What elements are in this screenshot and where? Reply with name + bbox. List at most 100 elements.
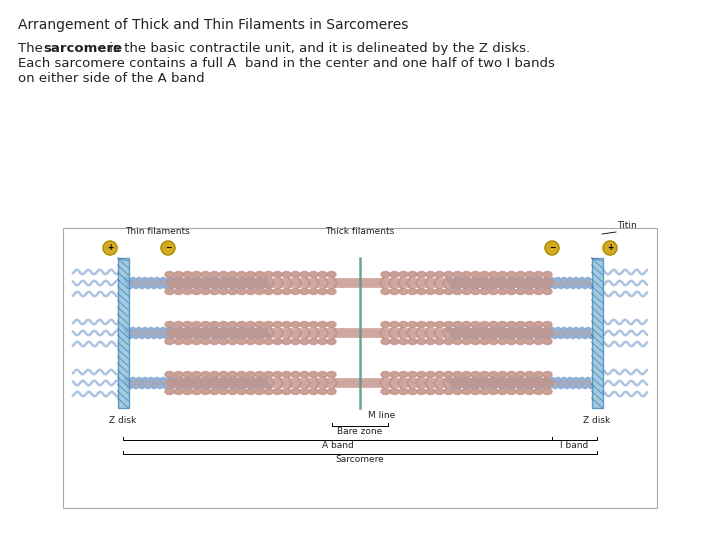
Ellipse shape [210,388,219,395]
Ellipse shape [237,388,246,395]
Ellipse shape [453,321,462,327]
Ellipse shape [435,321,444,327]
Ellipse shape [471,321,480,327]
Circle shape [456,283,462,288]
Circle shape [513,377,519,383]
Ellipse shape [237,372,246,377]
Circle shape [534,333,540,339]
Text: Arrangement of Thick and Thin Filaments in Sarcomeres: Arrangement of Thick and Thin Filaments … [18,18,408,32]
Ellipse shape [318,372,327,377]
Circle shape [573,377,579,383]
Circle shape [471,327,477,333]
Circle shape [447,278,453,283]
Circle shape [217,283,222,288]
Circle shape [139,283,145,288]
Circle shape [157,333,163,339]
Ellipse shape [282,388,291,395]
Ellipse shape [192,288,201,294]
Circle shape [151,383,157,389]
Circle shape [232,327,238,333]
Circle shape [474,283,480,288]
Circle shape [528,333,534,339]
Circle shape [447,327,453,333]
Ellipse shape [165,321,174,327]
Circle shape [519,327,525,333]
Ellipse shape [471,388,480,395]
Text: Thick filaments: Thick filaments [325,227,395,236]
Ellipse shape [165,272,174,278]
Circle shape [465,278,471,283]
Text: Titin: Titin [617,221,636,230]
Circle shape [459,377,465,383]
Circle shape [531,377,537,383]
Circle shape [238,327,244,333]
Circle shape [220,377,226,383]
Circle shape [474,383,480,389]
Circle shape [220,327,226,333]
Circle shape [573,278,579,283]
Circle shape [537,377,543,383]
Ellipse shape [435,372,444,377]
Ellipse shape [516,372,525,377]
Ellipse shape [498,339,507,345]
Circle shape [582,383,588,389]
Circle shape [181,383,186,389]
Text: Sarcomere: Sarcomere [336,455,384,464]
Text: −: − [549,244,555,253]
Circle shape [220,278,226,283]
Ellipse shape [408,388,417,395]
Circle shape [199,283,204,288]
Circle shape [235,383,240,389]
Circle shape [166,377,172,383]
Ellipse shape [291,272,300,278]
Circle shape [507,278,513,283]
Ellipse shape [327,388,336,395]
Ellipse shape [291,339,300,345]
Circle shape [223,333,229,339]
Ellipse shape [489,372,498,377]
Circle shape [133,383,139,389]
Circle shape [193,383,199,389]
Text: Each sarcomere contains a full A  band in the center and one half of two I bands: Each sarcomere contains a full A band in… [18,57,555,70]
Ellipse shape [318,321,327,327]
Ellipse shape [174,372,183,377]
Ellipse shape [543,372,552,377]
Circle shape [495,327,501,333]
Ellipse shape [417,272,426,278]
Circle shape [169,333,175,339]
Ellipse shape [390,321,399,327]
Text: −: − [165,244,171,253]
Ellipse shape [390,339,399,345]
Ellipse shape [219,388,228,395]
Circle shape [513,278,519,283]
Circle shape [501,377,507,383]
Circle shape [543,278,549,283]
Circle shape [244,327,250,333]
Circle shape [489,327,495,333]
Circle shape [546,383,552,389]
Circle shape [447,377,453,383]
Ellipse shape [309,372,318,377]
Circle shape [142,327,148,333]
Ellipse shape [543,339,552,345]
Ellipse shape [462,288,471,294]
Ellipse shape [480,388,489,395]
Ellipse shape [381,372,390,377]
Circle shape [259,283,265,288]
Ellipse shape [381,339,390,345]
Ellipse shape [237,272,246,278]
Circle shape [495,278,501,283]
Ellipse shape [327,321,336,327]
Ellipse shape [300,288,309,294]
Circle shape [125,278,130,283]
Ellipse shape [228,372,237,377]
Ellipse shape [480,272,489,278]
Ellipse shape [318,339,327,345]
Circle shape [561,327,567,333]
Circle shape [567,327,573,333]
Ellipse shape [462,372,471,377]
Circle shape [154,327,160,333]
Circle shape [223,383,229,389]
Circle shape [486,333,492,339]
Circle shape [215,278,220,283]
